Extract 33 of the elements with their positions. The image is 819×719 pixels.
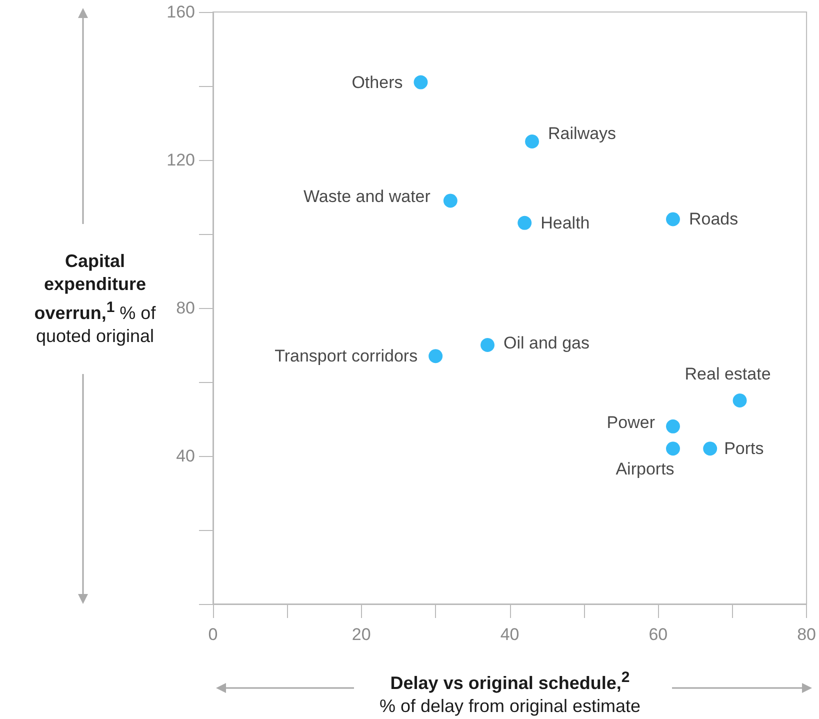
x-tick-label: 40	[500, 625, 520, 644]
x-axis-title: Delay vs original schedule,$^{2}$ % of delay from original estimate	[378, 668, 642, 718]
x-tick-label: 20	[352, 625, 371, 644]
y-axis-title: Capital expenditure overrun,$^{1}$ % of quoted original	[33, 250, 157, 348]
point	[414, 75, 428, 90]
y-tick-label: 40	[176, 446, 195, 466]
data-label: Others	[352, 72, 403, 92]
point	[428, 349, 443, 364]
point	[480, 338, 495, 352]
point	[666, 212, 680, 226]
point	[703, 442, 718, 456]
x-tick-label: 80	[797, 625, 816, 644]
data-label: Ports	[724, 439, 764, 458]
data-label: Health	[540, 213, 590, 232]
data-label: Power	[606, 412, 656, 432]
point	[666, 442, 680, 456]
x-tick-label: 60	[648, 625, 668, 644]
y-tick-label: 120	[166, 150, 195, 170]
point	[732, 394, 747, 408]
data-label: Real estate	[684, 364, 771, 384]
data-label: Railways	[548, 124, 616, 143]
point	[443, 194, 458, 208]
y-tick-label: 160	[166, 2, 195, 22]
data-label: Waste and water	[303, 187, 431, 206]
data-label: Airports	[616, 460, 674, 479]
x-tick-label: 0	[208, 625, 218, 644]
data-label: Roads	[689, 210, 738, 229]
point	[525, 134, 540, 148]
point	[518, 216, 532, 230]
data-label: Transport corridors	[274, 346, 418, 366]
point	[666, 419, 680, 434]
data-label: Oil and gas	[504, 334, 590, 352]
y-tick-label: 80	[176, 298, 195, 318]
